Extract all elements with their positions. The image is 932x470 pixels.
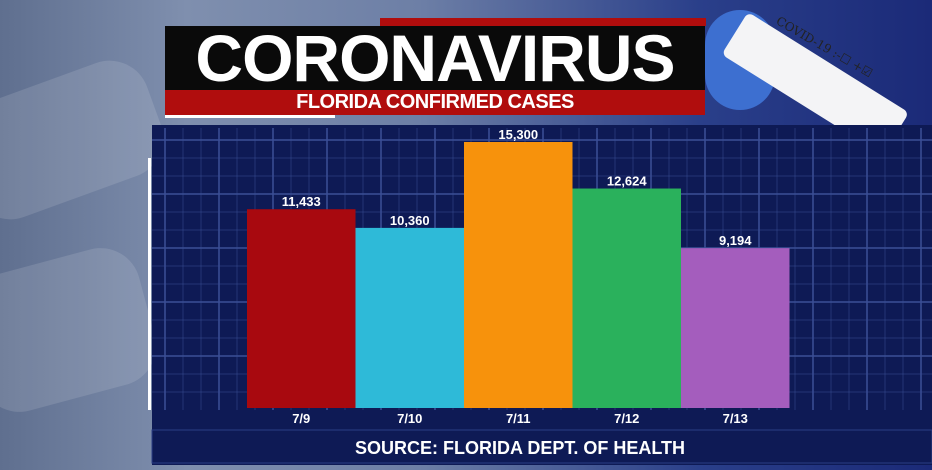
x-tick-label: 7/13 bbox=[723, 411, 748, 426]
bar-7/12 bbox=[572, 188, 681, 408]
data-label: 10,360 bbox=[390, 213, 430, 228]
data-label: 12,624 bbox=[607, 174, 648, 189]
subtitle: FLORIDA CONFIRMED CASES bbox=[296, 91, 574, 113]
bar-7/10 bbox=[355, 227, 464, 408]
x-tick-label: 7/12 bbox=[614, 411, 639, 426]
data-label: 9,194 bbox=[719, 233, 752, 248]
bar-7/11 bbox=[464, 142, 573, 408]
accent-bar bbox=[380, 18, 706, 26]
accent-line bbox=[165, 115, 335, 118]
bar-7/13 bbox=[681, 248, 790, 408]
data-label: 15,300 bbox=[498, 127, 538, 142]
page-title: CORONAVIRUS bbox=[195, 21, 675, 95]
x-tick-label: 7/11 bbox=[506, 411, 531, 426]
source-text: SOURCE: FLORIDA DEPT. OF HEALTH bbox=[355, 438, 685, 458]
title-background bbox=[165, 26, 705, 90]
y-axis-line bbox=[148, 158, 151, 410]
source-bar bbox=[151, 429, 932, 464]
x-tick-label: 7/10 bbox=[397, 411, 422, 426]
subtitle-background bbox=[165, 90, 705, 115]
bar-7/9 bbox=[247, 209, 356, 408]
data-label: 11,433 bbox=[282, 194, 321, 209]
x-tick-label: 7/9 bbox=[292, 411, 310, 426]
